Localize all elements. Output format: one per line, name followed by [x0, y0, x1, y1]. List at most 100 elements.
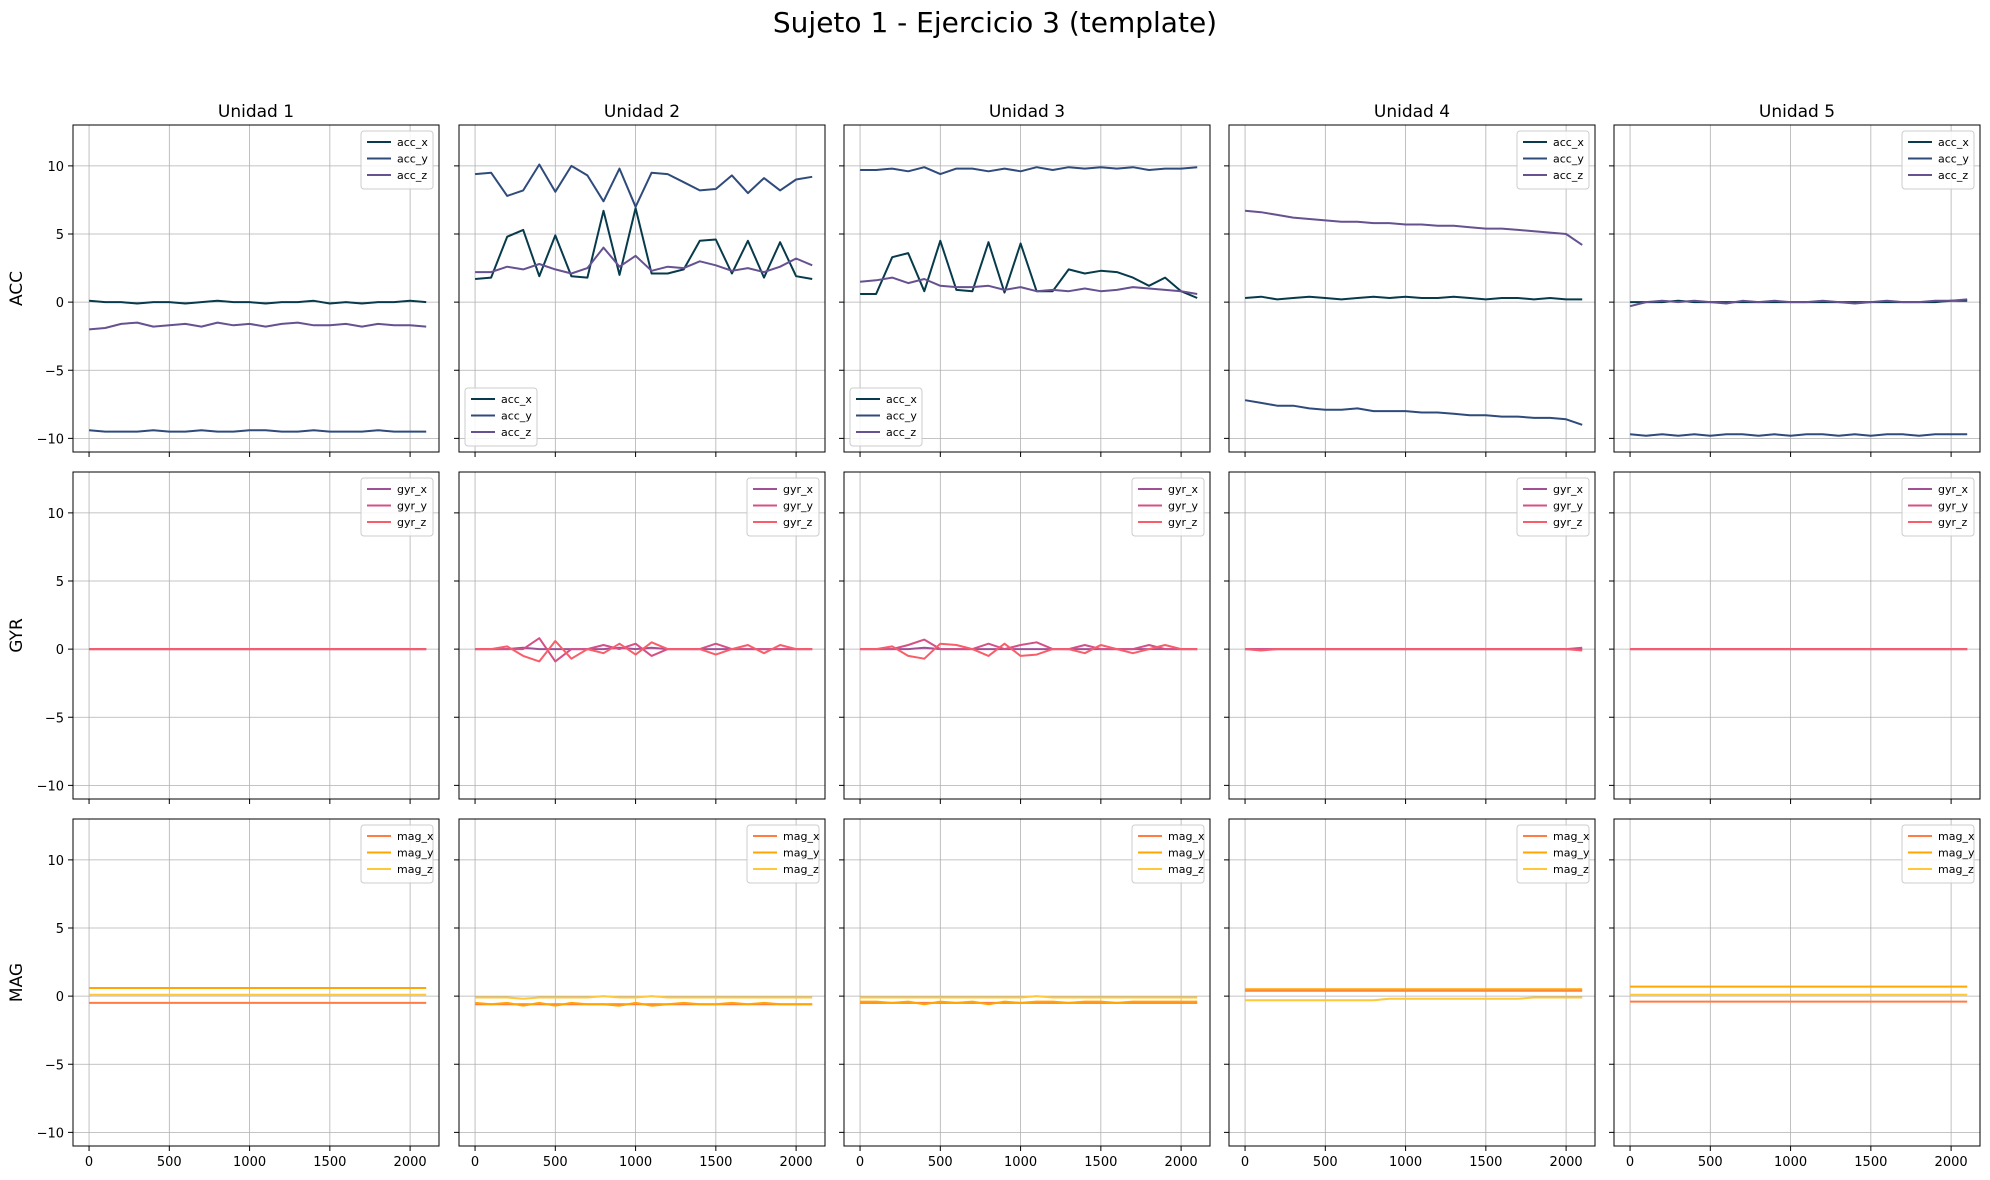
x-tick-label: 0	[85, 1155, 93, 1170]
y-tick-label: −10	[37, 1126, 64, 1141]
y-tick-label: 10	[47, 507, 64, 522]
legend-label-gyr_x: gyr_x	[783, 483, 814, 496]
series-line-acc_z	[475, 246, 813, 275]
x-tick-label: 500	[543, 1155, 568, 1170]
row-label-acc: ACC	[7, 271, 27, 306]
legend-label-acc_x: acc_x	[397, 136, 428, 149]
x-tick-label: 0	[471, 1155, 479, 1170]
legend-label-acc_x: acc_x	[1938, 136, 1969, 149]
column-title-unidad-1: Unidad 1	[218, 102, 294, 122]
axes-frame	[843, 818, 1211, 1147]
x-tick-label: 1000	[1774, 1155, 1807, 1170]
legend: mag_x mag_y mag_z	[1131, 824, 1205, 884]
series-line-mag_z	[1245, 996, 1583, 1002]
legend-label-acc_y: acc_y	[1938, 153, 1969, 166]
legend-label-mag_x: mag_x	[1553, 830, 1590, 843]
legend-label-acc_y: acc_y	[886, 410, 917, 423]
legend-label-mag_y: mag_y	[1168, 847, 1205, 860]
column-title-unidad-4: Unidad 4	[1374, 102, 1450, 122]
legend-label-mag_y: mag_y	[1938, 847, 1975, 860]
series-line-acc_z	[1245, 209, 1583, 246]
legend-label-mag_y: mag_y	[1553, 847, 1590, 860]
axes-frame	[458, 471, 826, 800]
row-label-gyr: GYR	[7, 618, 27, 653]
legend-label-gyr_y: gyr_y	[1938, 500, 1969, 513]
series-line-acc_x	[475, 207, 813, 280]
series-line-mag_z	[475, 995, 813, 1000]
legend-label-gyr_y: gyr_y	[1168, 500, 1199, 513]
axes-frame	[458, 124, 826, 453]
x-tick-label: 1000	[233, 1155, 266, 1170]
subplot-mag-unidad-4: 0 500 1000 1500 2000 mag_x mag_y mag_z	[1224, 818, 1596, 1170]
series-line-gyr_y	[860, 638, 1198, 651]
series-line-acc_x	[860, 239, 1198, 299]
legend-label-gyr_y: gyr_y	[397, 500, 428, 513]
series-line-gyr_z	[475, 640, 813, 663]
legend-label-mag_x: mag_x	[1168, 830, 1205, 843]
legend-label-gyr_z: gyr_z	[1553, 516, 1583, 529]
y-tick-label: −10	[37, 432, 64, 447]
subplot-mag-unidad-5: 0 500 1000 1500 2000 mag_x mag_y mag_z	[1609, 818, 1981, 1170]
legend-label-mag_y: mag_y	[397, 847, 434, 860]
legend-label-acc_y: acc_y	[397, 153, 428, 166]
legend-label-gyr_y: gyr_y	[783, 500, 814, 513]
x-tick-label: 500	[157, 1155, 182, 1170]
y-tick-label: 5	[56, 575, 64, 590]
series-line-gyr_x	[860, 646, 1198, 651]
legend: gyr_x gyr_y gyr_z	[1901, 477, 1975, 537]
legend-label-acc_x: acc_x	[1553, 136, 1584, 149]
legend-label-acc_z: acc_z	[397, 169, 427, 182]
x-tick-label: 1000	[619, 1155, 652, 1170]
series-line-gyr_z	[1245, 648, 1583, 652]
series-line-acc_x	[1245, 295, 1583, 301]
axes-frame	[72, 818, 440, 1147]
x-tick-label: 2000	[780, 1155, 813, 1170]
series-line-acc_x	[89, 299, 427, 305]
legend: mag_x mag_y mag_z	[746, 824, 820, 884]
legend: gyr_x gyr_y gyr_z	[360, 477, 434, 537]
y-tick-label: 0	[56, 296, 64, 311]
y-tick-label: −5	[45, 1058, 64, 1073]
subplot-mag-unidad-2: 0 500 1000 1500 2000 mag_x mag_y mag_z	[454, 818, 826, 1170]
series-line-mag_y	[475, 1001, 813, 1007]
legend-label-mag_z: mag_z	[783, 863, 819, 876]
y-tick-label: 10	[47, 160, 64, 175]
column-title-unidad-5: Unidad 5	[1759, 102, 1835, 122]
subplot-acc-unidad-2: Unidad 2 acc_x acc_y acc_z	[454, 102, 826, 457]
legend-label-mag_x: mag_x	[783, 830, 820, 843]
legend: gyr_x gyr_y gyr_z	[1131, 477, 1205, 537]
series-line-acc_y	[475, 163, 813, 208]
y-tick-label: 0	[56, 643, 64, 658]
x-tick-label: 2000	[1550, 1155, 1583, 1170]
x-tick-label: 2000	[394, 1155, 427, 1170]
legend: mag_x mag_y mag_z	[1901, 824, 1975, 884]
x-tick-label: 1000	[1389, 1155, 1422, 1170]
subplot-acc-unidad-4: Unidad 4 acc_x acc_y acc_z	[1224, 102, 1596, 457]
x-tick-label: 500	[1313, 1155, 1338, 1170]
series-line-acc_z	[1629, 298, 1968, 308]
x-tick-label: 0	[1241, 1155, 1249, 1170]
legend-label-gyr_x: gyr_x	[1168, 483, 1199, 496]
figure-title: Sujeto 1 - Ejercicio 3 (template)	[773, 6, 1217, 39]
axes-frame	[1228, 818, 1596, 1147]
series-line-acc_z	[860, 276, 1198, 295]
series-line-acc_y	[89, 429, 427, 433]
legend-label-mag_z: mag_z	[1553, 863, 1589, 876]
series-line-acc_y	[1630, 433, 1968, 437]
legend-label-mag_z: mag_z	[1168, 863, 1204, 876]
legend-label-mag_z: mag_z	[1938, 863, 1974, 876]
legend-label-gyr_x: gyr_x	[397, 483, 428, 496]
y-tick-label: 10	[47, 854, 64, 869]
x-tick-label: 2000	[1935, 1155, 1968, 1170]
legend-label-acc_x: acc_x	[501, 393, 532, 406]
y-tick-label: 5	[56, 228, 64, 243]
y-tick-label: 0	[56, 990, 64, 1005]
legend-label-mag_y: mag_y	[783, 847, 820, 860]
axes-frame	[1613, 818, 1981, 1147]
axes-frame	[1228, 124, 1596, 453]
legend-label-mag_x: mag_x	[397, 830, 434, 843]
subplot-grid: ACC Unidad 1 −10 −5 0 5 10 acc_x acc_y acc_z Unida…	[7, 102, 1981, 1170]
legend-label-gyr_z: gyr_z	[1938, 516, 1968, 529]
legend-label-gyr_z: gyr_z	[1168, 516, 1198, 529]
subplot-acc-unidad-1: Unidad 1 −10 −5 0 5 10 acc_x acc_y acc_z	[37, 102, 440, 457]
